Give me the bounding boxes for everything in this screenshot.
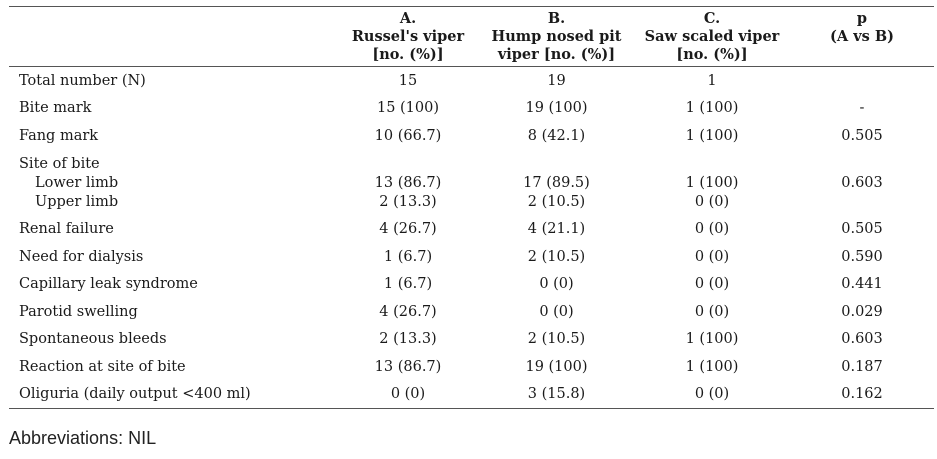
cell-p: 0.029 [841, 303, 883, 320]
results-table-container: A. Russel's viper [no. (%)] B. Hump nose… [9, 6, 934, 409]
cell-a: 4 (26.7) [379, 303, 437, 320]
table-row: Reaction at site of bite 13 (86.7) 19 (1… [9, 353, 934, 381]
row-label: Need for dialysis [19, 248, 144, 265]
cell-c: 1 (100) [685, 100, 739, 117]
row-label: Parotid swelling [19, 303, 138, 320]
table-row: Need for dialysis 1 (6.7) 2 (10.5) 0 (0)… [9, 243, 934, 271]
header-label-column [9, 7, 337, 67]
cell-b: 2 (10.5) [527, 331, 586, 348]
cell-p: 0.187 [841, 358, 883, 375]
cell-b: 19 (100) [525, 358, 588, 375]
cell-b: 3 (15.8) [479, 380, 634, 409]
cell-p: 0.603 [841, 174, 883, 191]
row-label: Renal failure [19, 221, 114, 238]
cell-a: 15 (100) [376, 100, 440, 117]
header-p-value: p (A vs B) [830, 10, 894, 45]
row-label: Reaction at site of bite [19, 358, 186, 375]
cell-b: 8 (42.1) [527, 127, 586, 144]
header-hump-nosed-pit-viper: B. Hump nosed pit viper [no. (%)] [491, 10, 622, 63]
cell-a: 1 (6.7) [383, 248, 433, 265]
cell-b: 2 (10.5) [527, 248, 586, 265]
row-label: Total number (N) [19, 72, 146, 89]
cell-c: 0 (0) [694, 221, 730, 238]
table-row: Total number (N) 15 19 1 [9, 67, 934, 95]
row-label: Bite mark [19, 100, 92, 117]
cell-b: 19 [547, 72, 566, 89]
cell-c: 0 (0) [694, 276, 730, 293]
cell-b: 19 (100) [525, 100, 588, 117]
cell-c: 0 (0) [694, 248, 730, 265]
table-row: Oliguria (daily output <400 ml) 0 (0) 3 … [9, 380, 934, 409]
table-row: Fang mark 10 (66.7) 8 (42.1) 1 (100) 0.5… [9, 122, 934, 150]
cell-a: 10 (66.7) [374, 127, 442, 144]
row-label: Oliguria (daily output <400 ml) [9, 380, 337, 409]
table-row: Spontaneous bleeds 2 (13.3) 2 (10.5) 1 (… [9, 326, 934, 354]
cell-p: - [859, 100, 865, 117]
site-of-bite-label: Site of bite [19, 155, 100, 172]
cell-p: 0.603 [841, 331, 883, 348]
cell-a: 2 (13.3) [379, 331, 437, 348]
cell-p: 0.162 [790, 380, 934, 409]
cell-b: 0 (0) [539, 303, 574, 320]
cell-p: 0.505 [841, 127, 883, 144]
cell-b: 4 (21.1) [527, 221, 586, 238]
abbreviations-footnote: Abbreviations: NIL [9, 428, 157, 448]
table-row: Bite mark 15 (100) 19 (100) 1 (100) - [9, 95, 934, 123]
table-row: Renal failure 4 (26.7) 4 (21.1) 0 (0) 0.… [9, 216, 934, 244]
header-russels-viper: A. Russel's viper [no. (%)] [351, 10, 465, 63]
cell-a: 1 (6.7) [383, 276, 433, 293]
row-label: Capillary leak syndrome [19, 276, 198, 293]
cell-a: 0 (0) [337, 380, 479, 409]
upper-limb-label: Upper limb [35, 193, 119, 210]
cell-p: 0.590 [841, 248, 883, 265]
cell-c: 1 (100) [685, 331, 739, 348]
table-row: Capillary leak syndrome 1 (6.7) 0 (0) 0 … [9, 271, 934, 299]
lower-limb-label: Lower limb [35, 174, 119, 191]
cell-c: 0 (0) [694, 303, 730, 320]
cell-c: 0 (0) [634, 380, 790, 409]
header-saw-scaled-viper: C. Saw scaled viper [no. (%)] [644, 10, 780, 63]
cell-a: 13 (86.7) 2 (13.3) [374, 174, 442, 210]
table-row-site-of-bite: Site of bite Lower limb Upper limb 13 (8… [9, 150, 934, 216]
table-row: Parotid swelling 4 (26.7) 0 (0) 0 (0) 0.… [9, 298, 934, 326]
cell-c: 1 (100) [685, 127, 739, 144]
cell-c: 1 (100) [685, 358, 739, 375]
cell-a: 15 [398, 72, 418, 89]
cell-a: 4 (26.7) [379, 221, 437, 238]
cell-b: 0 (0) [539, 276, 574, 293]
cell-p: 0.441 [841, 276, 883, 293]
cell-p [790, 67, 934, 95]
cell-p: 0.505 [841, 221, 883, 238]
row-label: Site of bite Lower limb Upper limb [9, 150, 337, 216]
cell-c: 1 (100) 0 (0) [685, 174, 739, 210]
row-label: Spontaneous bleeds [19, 331, 167, 348]
cell-b: 17 (89.5) 2 (10.5) [523, 174, 590, 210]
row-label: Fang mark [19, 127, 99, 144]
header-row: A. Russel's viper [no. (%)] B. Hump nose… [9, 6, 934, 67]
cell-a: 13 (86.7) [374, 358, 442, 375]
cell-c: 1 [707, 72, 717, 89]
snakebite-comparison-table: A. Russel's viper [no. (%)] B. Hump nose… [9, 6, 934, 409]
